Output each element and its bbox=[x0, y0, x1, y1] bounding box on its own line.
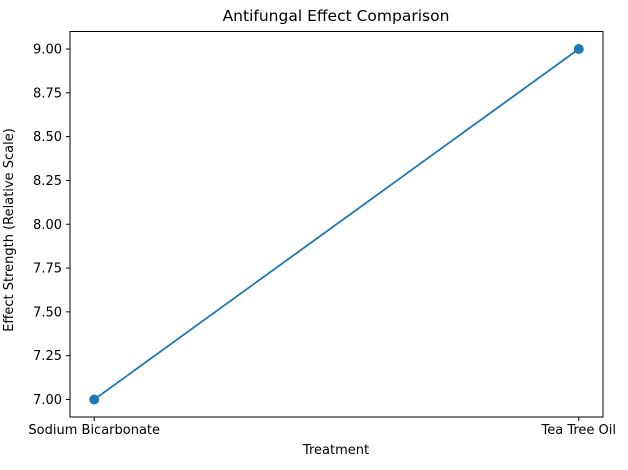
axes-spines bbox=[69, 31, 604, 418]
y-tick-label: 9.00 bbox=[33, 43, 62, 58]
data-point-marker bbox=[573, 44, 584, 55]
y-tick-label: 7.75 bbox=[33, 262, 62, 277]
y-tick-label: 8.25 bbox=[33, 174, 62, 189]
x-tick-label: Tea Tree Oil bbox=[541, 423, 617, 438]
x-tick-label: Sodium Bicarbonate bbox=[28, 423, 160, 438]
plot-area: 7.00 7.25 7.50 7.75 8.00 8.25 8.50 8.75 9.00 Sodi… bbox=[28, 31, 617, 438]
y-tick-label: 8.50 bbox=[33, 130, 62, 145]
y-tick-label: 8.75 bbox=[33, 86, 62, 101]
y-tick-label: 7.25 bbox=[33, 349, 62, 364]
data-point-marker bbox=[89, 394, 100, 405]
chart-title: Antifungal Effect Comparison bbox=[223, 7, 450, 25]
y-axis-label: Effect Strength (Relative Scale) bbox=[2, 128, 17, 332]
x-axis-label: Treatment bbox=[302, 443, 369, 458]
y-tick-label: 8.00 bbox=[33, 218, 62, 233]
y-tick-label: 7.00 bbox=[33, 393, 62, 408]
y-tick-label: 7.50 bbox=[33, 305, 62, 320]
data-line bbox=[93, 48, 580, 401]
